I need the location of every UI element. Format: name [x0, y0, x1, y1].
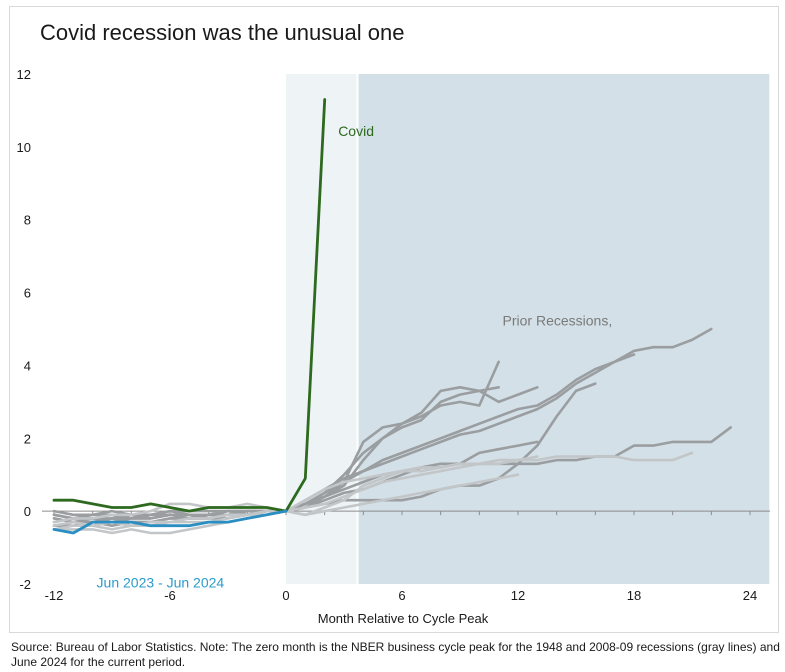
y-tick-label: 6 — [24, 286, 31, 301]
y-tick-label: 8 — [24, 213, 31, 228]
annotation-label: Prior Recessions, — [503, 312, 613, 328]
y-tick-label: 2 — [24, 431, 31, 446]
x-tick-label: 0 — [282, 588, 289, 603]
x-tick-label: 18 — [627, 588, 641, 603]
series-lines — [52, 98, 733, 535]
series-line-8 — [52, 451, 694, 531]
y-tick-label: -2 — [19, 577, 31, 592]
shaded-region-1 — [357, 74, 770, 584]
x-tick-label: 6 — [398, 588, 405, 603]
series-line-12 — [52, 98, 327, 513]
chart-title: Covid recession was the unusual one — [40, 20, 405, 45]
y-tick-label: 0 — [24, 504, 31, 519]
x-tick-label: 12 — [511, 588, 525, 603]
source-note: Source: Bureau of Labor Statistics. Note… — [11, 640, 780, 669]
series-line-13 — [52, 509, 288, 535]
y-tick-label: 4 — [24, 358, 31, 373]
annotation-label: Jun 2023 - Jun 2024 — [97, 575, 225, 591]
annotation-label: Covid — [338, 123, 374, 139]
x-tick-label: -6 — [164, 588, 176, 603]
x-tick-label: -12 — [45, 588, 64, 603]
x-axis-label: Month Relative to Cycle Peak — [318, 611, 489, 626]
y-tick-label: 10 — [17, 140, 31, 155]
annotations: Covid Prior Recessions, Jun 2023 - Jun 202… — [97, 123, 613, 591]
y-tick-label: 12 — [17, 67, 31, 82]
shaded-regions — [286, 74, 770, 584]
x-tick-label: 24 — [743, 588, 757, 603]
